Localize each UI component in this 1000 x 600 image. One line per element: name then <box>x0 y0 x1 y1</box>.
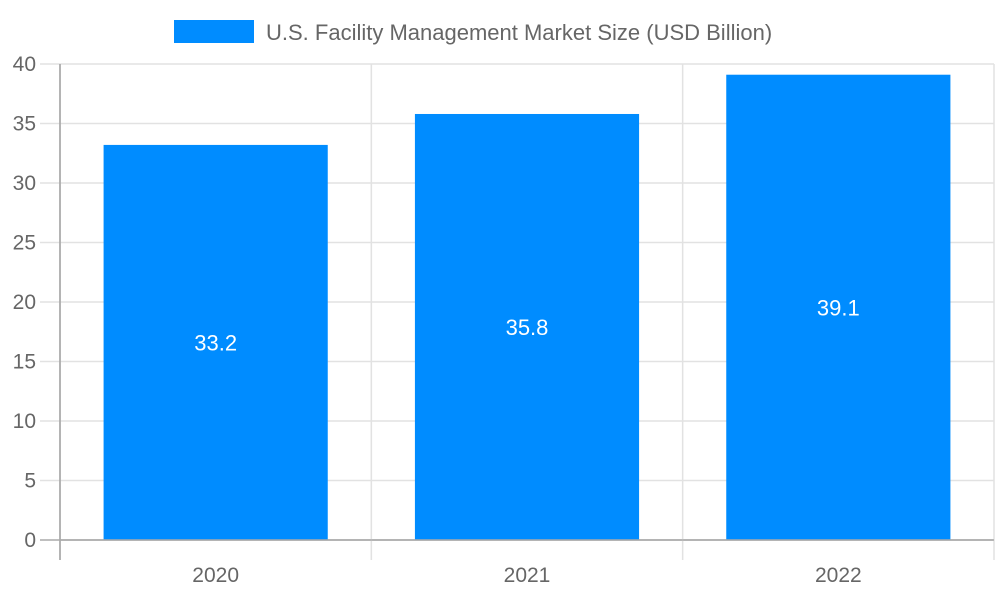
y-tick-label: 40 <box>13 53 36 76</box>
legend-label: U.S. Facility Management Market Size (US… <box>266 20 772 45</box>
x-tick-label: 2022 <box>815 564 862 587</box>
bar-2022[interactable] <box>726 74 951 541</box>
y-tick-label: 35 <box>13 113 36 136</box>
bars: 33.2 35.8 39.1 <box>103 74 951 541</box>
data-label: 39.1 <box>817 295 860 320</box>
data-label: 35.8 <box>506 315 549 340</box>
y-tick-label: 0 <box>24 529 36 552</box>
y-tick-label: 20 <box>13 291 36 314</box>
axes: 0 5 10 15 20 25 30 35 40 2020 2021 2022 <box>13 53 994 587</box>
legend[interactable]: U.S. Facility Management Market Size (US… <box>174 20 772 45</box>
y-tick-label: 10 <box>13 410 36 433</box>
bar-2021[interactable] <box>414 113 640 540</box>
bar-2020[interactable] <box>103 144 328 541</box>
data-label: 33.2 <box>194 330 237 355</box>
x-tick-label: 2021 <box>504 564 551 587</box>
y-tick-label: 25 <box>13 232 36 255</box>
x-tick-label: 2020 <box>192 564 239 587</box>
legend-swatch <box>174 20 254 43</box>
y-tick-label: 30 <box>13 172 36 195</box>
y-tick-label: 5 <box>24 470 36 493</box>
y-tick-label: 15 <box>13 351 36 374</box>
